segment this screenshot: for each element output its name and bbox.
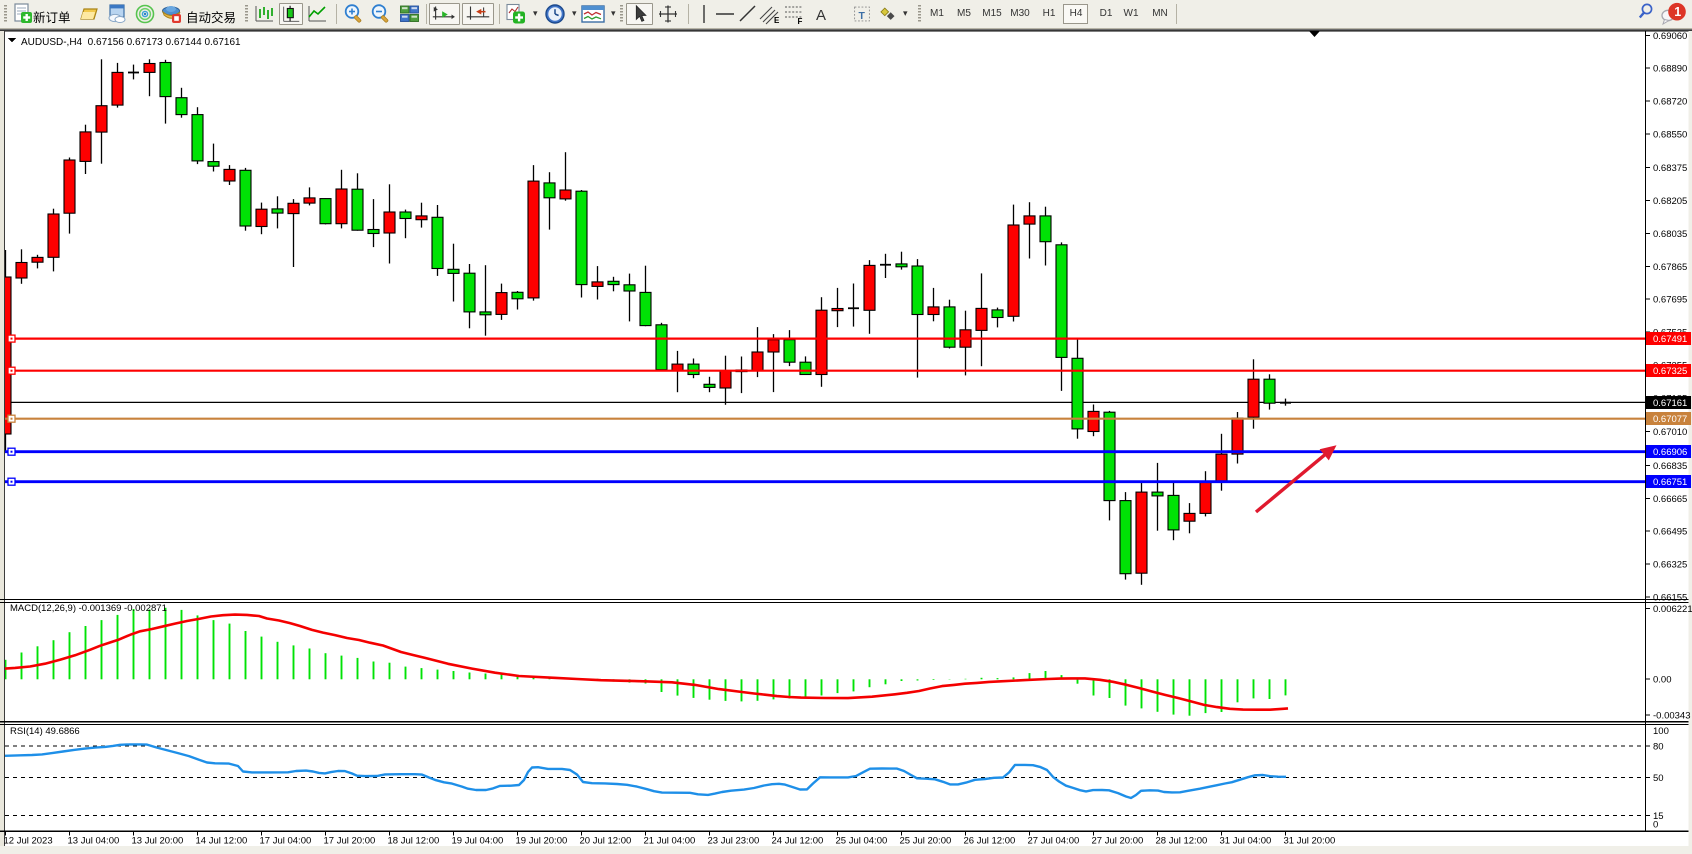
svg-text:0.66325: 0.66325: [1653, 560, 1687, 571]
svg-text:26 Jul 12:00: 26 Jul 12:00: [964, 836, 1016, 847]
svg-text:-0.00343: -0.00343: [1653, 711, 1691, 722]
svg-text:12 Jul 2023: 12 Jul 2023: [4, 836, 53, 847]
svg-text:24 Jul 12:00: 24 Jul 12:00: [772, 836, 824, 847]
svg-text:31 Jul 04:00: 31 Jul 04:00: [1220, 836, 1272, 847]
svg-text:0.68035: 0.68035: [1653, 229, 1687, 240]
svg-text:28 Jul 12:00: 28 Jul 12:00: [1156, 836, 1208, 847]
svg-text:RSI(14) 49.6866: RSI(14) 49.6866: [10, 726, 80, 737]
svg-text:31 Jul 20:00: 31 Jul 20:00: [1284, 836, 1336, 847]
svg-text:17 Jul 04:00: 17 Jul 04:00: [260, 836, 312, 847]
svg-text:AUDUSD-,H4 0.67156 0.67173 0.: AUDUSD-,H4 0.67156 0.67173 0.67144 0.671…: [21, 37, 241, 48]
svg-text:E: E: [774, 16, 780, 25]
svg-text:0.66835: 0.66835: [1653, 461, 1687, 472]
svg-text:1: 1: [1674, 5, 1681, 19]
svg-text:0.67161: 0.67161: [1653, 398, 1687, 409]
svg-text:0.67695: 0.67695: [1653, 295, 1687, 306]
svg-text:100: 100: [1653, 726, 1669, 737]
svg-text:0.68205: 0.68205: [1653, 196, 1687, 207]
svg-text:0.66906: 0.66906: [1653, 447, 1687, 458]
svg-text:A: A: [816, 7, 826, 24]
svg-text:20 Jul 12:00: 20 Jul 12:00: [580, 836, 632, 847]
svg-text:MACD(12,26,9) -0.001369 -0.002: MACD(12,26,9) -0.001369 -0.002871: [10, 603, 167, 614]
svg-text:14 Jul 12:00: 14 Jul 12:00: [196, 836, 248, 847]
svg-text:0.67325: 0.67325: [1653, 366, 1687, 377]
svg-text:0.006221: 0.006221: [1653, 604, 1692, 615]
svg-text:80: 80: [1653, 741, 1664, 752]
svg-text:13 Jul 20:00: 13 Jul 20:00: [132, 836, 184, 847]
svg-text:13 Jul 04:00: 13 Jul 04:00: [68, 836, 120, 847]
svg-text:0.66495: 0.66495: [1653, 527, 1687, 538]
svg-text:0.68550: 0.68550: [1653, 129, 1687, 140]
svg-text:27 Jul 20:00: 27 Jul 20:00: [1092, 836, 1144, 847]
svg-text:17 Jul 20:00: 17 Jul 20:00: [324, 836, 376, 847]
svg-text:0.68375: 0.68375: [1653, 163, 1687, 174]
svg-text:T: T: [859, 11, 866, 22]
svg-text:0.66155: 0.66155: [1653, 592, 1687, 603]
svg-text:0.00: 0.00: [1653, 675, 1672, 686]
svg-text:0: 0: [1653, 819, 1658, 830]
svg-text:0.67865: 0.67865: [1653, 262, 1687, 273]
svg-text:0.67010: 0.67010: [1653, 427, 1687, 438]
svg-text:0.68890: 0.68890: [1653, 64, 1687, 75]
svg-text:25 Jul 20:00: 25 Jul 20:00: [900, 836, 952, 847]
svg-text:21 Jul 04:00: 21 Jul 04:00: [644, 836, 696, 847]
svg-text:F: F: [798, 17, 803, 25]
svg-text:18 Jul 12:00: 18 Jul 12:00: [388, 836, 440, 847]
svg-text:50: 50: [1653, 773, 1664, 784]
svg-text:15: 15: [1653, 811, 1664, 822]
svg-text:0.67491: 0.67491: [1653, 334, 1687, 345]
svg-text:19 Jul 20:00: 19 Jul 20:00: [516, 836, 568, 847]
svg-text:0.66751: 0.66751: [1653, 477, 1687, 488]
svg-text:0.67077: 0.67077: [1653, 414, 1687, 425]
svg-text:0.68720: 0.68720: [1653, 97, 1687, 108]
svg-text:19 Jul 04:00: 19 Jul 04:00: [452, 836, 504, 847]
svg-text:0.66665: 0.66665: [1653, 494, 1687, 505]
svg-text:25 Jul 04:00: 25 Jul 04:00: [836, 836, 888, 847]
svg-text:27 Jul 04:00: 27 Jul 04:00: [1028, 836, 1080, 847]
svg-text:23 Jul 23:00: 23 Jul 23:00: [708, 836, 760, 847]
svg-text:0.69060: 0.69060: [1653, 31, 1687, 42]
